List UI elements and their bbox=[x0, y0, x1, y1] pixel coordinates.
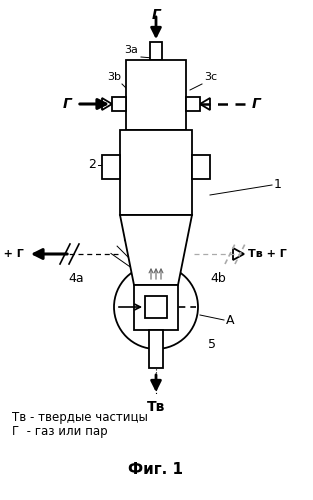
Bar bbox=[112, 97, 126, 111]
Polygon shape bbox=[102, 98, 112, 110]
Text: 3а: 3а bbox=[124, 45, 138, 55]
Text: 4а: 4а bbox=[68, 272, 84, 284]
Bar bbox=[186, 97, 200, 111]
Bar bbox=[134, 285, 178, 330]
Bar bbox=[192, 155, 210, 179]
Text: 4b: 4b bbox=[210, 272, 226, 284]
Text: Тв - твердые частицы: Тв - твердые частицы bbox=[12, 412, 148, 424]
Text: 2: 2 bbox=[88, 158, 96, 172]
Bar bbox=[145, 296, 167, 318]
Text: Г: Г bbox=[63, 97, 72, 111]
Text: Г: Г bbox=[252, 97, 261, 111]
Bar bbox=[102, 155, 120, 179]
Text: 3с: 3с bbox=[204, 72, 217, 82]
Bar bbox=[150, 42, 162, 60]
Polygon shape bbox=[233, 248, 244, 260]
Text: Тв + Г: Тв + Г bbox=[0, 249, 24, 259]
Bar bbox=[120, 130, 192, 215]
Text: 5: 5 bbox=[208, 338, 216, 351]
Text: Г  - газ или пар: Г - газ или пар bbox=[12, 426, 108, 438]
Text: 3b: 3b bbox=[107, 72, 121, 82]
Text: 1: 1 bbox=[274, 178, 282, 192]
Text: А: А bbox=[226, 314, 234, 326]
Text: Г: Г bbox=[151, 8, 161, 22]
Text: Тв: Тв bbox=[147, 400, 165, 414]
Circle shape bbox=[114, 265, 198, 349]
Polygon shape bbox=[120, 215, 192, 285]
Text: Тв + Г: Тв + Г bbox=[248, 249, 287, 259]
Text: Фиг. 1: Фиг. 1 bbox=[129, 462, 183, 477]
Bar bbox=[149, 330, 163, 368]
Polygon shape bbox=[200, 98, 210, 110]
Bar bbox=[126, 60, 186, 130]
